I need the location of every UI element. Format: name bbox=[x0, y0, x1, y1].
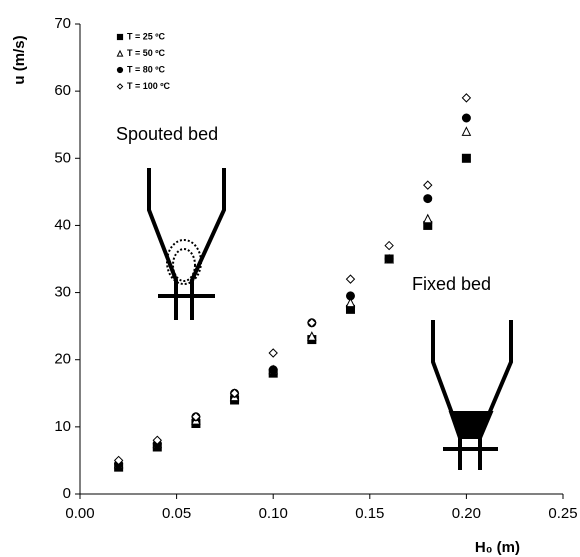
marker bbox=[384, 240, 394, 251]
y-tick-label: 70 bbox=[54, 15, 71, 32]
y-tick-label: 30 bbox=[54, 284, 71, 301]
y-tick-label: 20 bbox=[54, 351, 71, 368]
marker bbox=[461, 93, 472, 103]
legend-label: T = 80 ºC bbox=[127, 64, 166, 74]
y-tick-label: 10 bbox=[54, 418, 71, 435]
marker bbox=[307, 331, 317, 341]
marker bbox=[307, 318, 317, 328]
legend-label: T = 25 ºC bbox=[127, 31, 166, 41]
marker bbox=[461, 113, 471, 123]
marker bbox=[345, 274, 356, 284]
legend-marker bbox=[116, 83, 124, 90]
y-tick-label: 60 bbox=[54, 82, 71, 99]
legend-marker bbox=[116, 66, 124, 74]
marker bbox=[461, 153, 471, 163]
annotation: Spouted bed bbox=[116, 124, 218, 144]
x-tick-label: 0.20 bbox=[452, 505, 481, 522]
marker bbox=[191, 412, 201, 422]
x-axis-label: H₀ (m) bbox=[475, 539, 520, 556]
y-tick-label: 40 bbox=[54, 216, 71, 233]
marker bbox=[384, 254, 394, 264]
marker bbox=[345, 291, 355, 301]
y-tick-label: 50 bbox=[54, 149, 71, 166]
legend-label: T = 50 ºC bbox=[127, 48, 166, 58]
legend-marker bbox=[116, 49, 124, 57]
marker bbox=[423, 194, 433, 204]
marker bbox=[229, 388, 240, 398]
marker bbox=[268, 348, 278, 358]
y-axis-label: u (m/s) bbox=[11, 35, 28, 84]
spouted-bed-drawing bbox=[147, 168, 226, 320]
legend-label: T = 100 ºC bbox=[127, 81, 171, 91]
marker bbox=[423, 180, 433, 190]
annotation: Fixed bed bbox=[412, 274, 491, 294]
marker bbox=[345, 297, 356, 308]
marker bbox=[461, 126, 472, 136]
y-tick-label: 0 bbox=[63, 485, 71, 502]
fixed-bed-drawing bbox=[431, 320, 513, 470]
x-tick-label: 0.05 bbox=[162, 505, 191, 522]
x-tick-label: 0.00 bbox=[65, 505, 94, 522]
x-tick-label: 0.10 bbox=[259, 505, 288, 522]
marker bbox=[152, 435, 162, 445]
x-tick-label: 0.25 bbox=[548, 505, 577, 522]
marker bbox=[422, 213, 433, 224]
marker bbox=[113, 455, 124, 466]
x-tick-label: 0.15 bbox=[355, 505, 384, 522]
legend-marker bbox=[116, 33, 124, 41]
marker bbox=[268, 365, 278, 375]
